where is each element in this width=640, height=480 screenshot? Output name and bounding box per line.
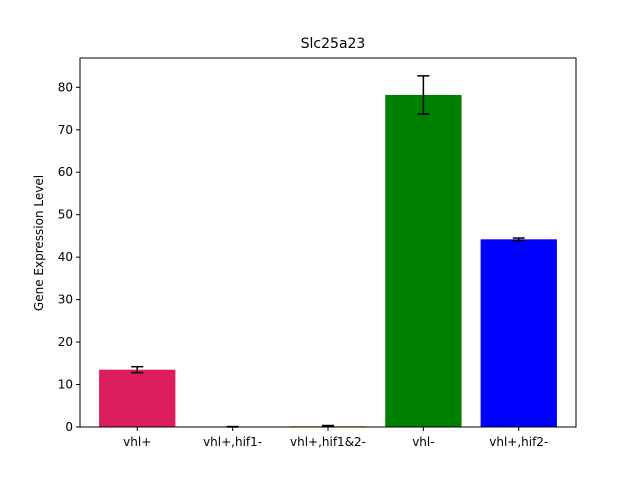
y-tick-label-8: 80 xyxy=(58,80,73,94)
chart-title: Slc25a23 xyxy=(301,36,366,52)
y-tick-label-5: 50 xyxy=(58,208,73,222)
x-tick-label-3: vhl- xyxy=(412,435,434,449)
x-tick-label-2: vhl+,hif1&2- xyxy=(290,435,366,449)
bar-3 xyxy=(385,94,462,428)
y-tick-label-0: 0 xyxy=(65,420,73,434)
x-tick-label-4: vhl+,hif2- xyxy=(489,435,548,449)
plot-area: 0 10 20 30 40 50 60 70 80 vhl+ vhl+,hif1- vhl+,hif1… xyxy=(58,57,577,449)
y-tick-label-6: 60 xyxy=(58,165,73,179)
y-axis-label: Gene Expression Level xyxy=(32,175,46,311)
bar-4 xyxy=(480,239,557,427)
y-tick-label-2: 20 xyxy=(58,335,73,349)
x-tick-label-1: vhl+,hif1- xyxy=(203,435,262,449)
y-tick-label-7: 70 xyxy=(58,123,73,137)
y-tick-label-1: 10 xyxy=(58,378,73,392)
x-tick-label-0: vhl+ xyxy=(123,435,151,449)
bar-0 xyxy=(99,369,176,427)
y-tick-label-4: 40 xyxy=(58,250,73,264)
y-tick-label-3: 30 xyxy=(58,293,73,307)
